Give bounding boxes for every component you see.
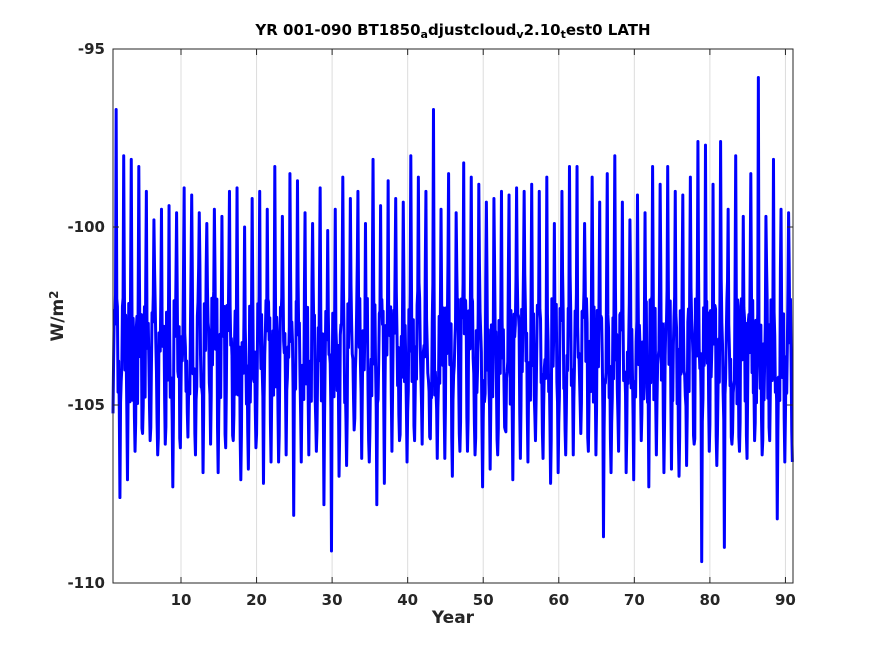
x-tick-label: 70 (624, 591, 645, 609)
title-part: YR 001-090 BT1850 (254, 21, 420, 39)
title-part: djustcloud (428, 21, 516, 39)
y-axis-title: W/m2 (47, 290, 68, 341)
title-part: v (516, 28, 524, 41)
ylabel-base: W/m (48, 299, 68, 342)
series-line (111, 75, 794, 564)
series-layer (111, 75, 794, 564)
x-axis-title: Year (431, 608, 475, 628)
x-tick-label: 50 (473, 591, 494, 609)
x-tick-label: 60 (548, 591, 569, 609)
x-tick-label: 90 (775, 591, 796, 609)
y-tick-label: -110 (67, 574, 105, 592)
title-part: 2.10 (524, 21, 561, 39)
y-tick-label: -105 (67, 396, 105, 414)
tick-layer: 10 20 30 40 50 60 70 80 90 -110 -105 -100 -95 (67, 40, 795, 609)
title-part: est0 LATH (566, 21, 651, 39)
y-tick-label: -100 (67, 218, 105, 236)
title-part: a (421, 28, 428, 41)
title-part: t (561, 28, 566, 41)
x-tick-label: 20 (246, 591, 267, 609)
ylabel-superscript: 2 (47, 290, 61, 298)
x-tick-label: 30 (322, 591, 343, 609)
chart-title: YR 001-090 BT1850adjustcloudv2.10test0 L… (254, 21, 650, 41)
y-tick-label: -95 (78, 40, 105, 58)
x-tick-label: 40 (397, 591, 418, 609)
x-tick-label: 80 (699, 591, 720, 609)
plot-frame (112, 48, 794, 584)
x-tick-label: 10 (171, 591, 192, 609)
